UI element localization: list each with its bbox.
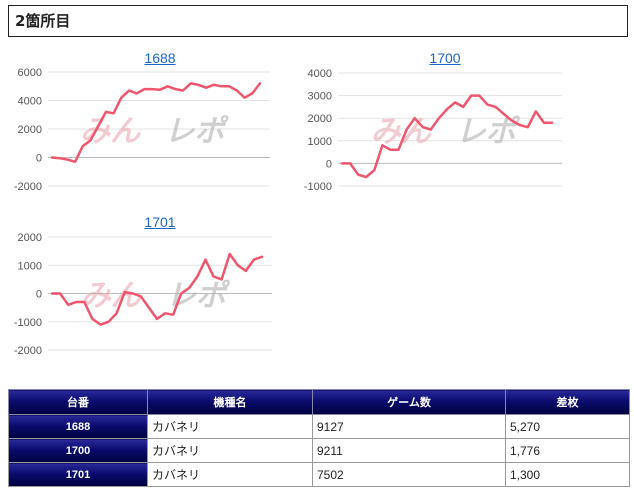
diff-cell: 1,300 (505, 462, 630, 487)
machine-name-cell: カバネリ (147, 462, 313, 487)
table-row: 1688 カバネリ 9127 5,270 (8, 414, 630, 439)
y-tick-label: 3000 (308, 91, 332, 103)
table-header-row: 台番 機種名 ゲーム数 差枚 (8, 389, 630, 415)
chart-plot-1688: 6000 4000 2000 0 -2000 みん レポ (14, 67, 270, 193)
games-cell: 7502 (312, 462, 506, 487)
machine-no-cell: 1688 (8, 414, 148, 439)
machine-no-cell: 1701 (8, 462, 148, 487)
watermark-text: レポ (165, 114, 230, 149)
table-row: 1701 カバネリ 7502 1,300 (8, 462, 630, 487)
y-tick-label: -1000 (14, 317, 42, 329)
section-title: 2箇所目 (8, 5, 628, 37)
y-tick-label: 6000 (18, 67, 42, 79)
y-tick-label: 2000 (18, 232, 42, 244)
header-machine-name: 機種名 (147, 389, 313, 415)
y-tick-label: -1000 (304, 181, 332, 193)
chart-title-link[interactable]: 1700 (429, 50, 461, 66)
machine-no-cell: 1700 (8, 438, 148, 463)
games-cell: 9127 (312, 414, 506, 439)
y-tick-label: 1000 (18, 260, 42, 272)
y-tick-label: 1000 (308, 136, 332, 148)
header-games: ゲーム数 (312, 389, 506, 415)
y-tick-label: -2000 (14, 345, 42, 357)
watermark-text: みん (81, 279, 142, 314)
y-tick-label: 2000 (18, 124, 42, 136)
y-tick-label: -2000 (14, 181, 42, 193)
y-tick-label: 0 (326, 158, 332, 170)
table-row: 1700 カバネリ 9211 1,776 (8, 438, 630, 463)
chart-1700: 1700 4000 3000 2000 1000 0 -1000 みん レポ (290, 48, 590, 198)
y-tick-label: 0 (36, 289, 42, 301)
watermark-text: みん (80, 114, 141, 149)
y-tick-label: 0 (36, 153, 42, 165)
y-tick-label: 2000 (308, 113, 332, 125)
diff-cell: 1,776 (505, 438, 630, 463)
series-line (340, 94, 554, 179)
games-cell: 9211 (312, 438, 506, 463)
chart-title-link[interactable]: 1701 (144, 214, 176, 230)
y-tick-label: 4000 (18, 96, 42, 108)
machine-name-cell: カバネリ (147, 414, 313, 439)
machine-table: 台番 機種名 ゲーム数 差枚 1688 カバネリ 9127 5,270 1700… (8, 389, 630, 487)
chart-title-link[interactable]: 1688 (144, 50, 176, 66)
series-line (50, 252, 264, 326)
header-machine-no: 台番 (8, 389, 148, 415)
diff-cell: 5,270 (505, 414, 630, 439)
header-diff: 差枚 (505, 389, 630, 415)
chart-1701: 1701 2000 1000 0 -1000 -2000 みん レポ (0, 212, 300, 362)
series-line (50, 82, 262, 164)
y-tick-label: 4000 (308, 68, 332, 80)
machine-name-cell: カバネリ (147, 438, 313, 463)
chart-1688: 1688 6000 4000 2000 0 -2000 みん レポ (0, 48, 300, 198)
